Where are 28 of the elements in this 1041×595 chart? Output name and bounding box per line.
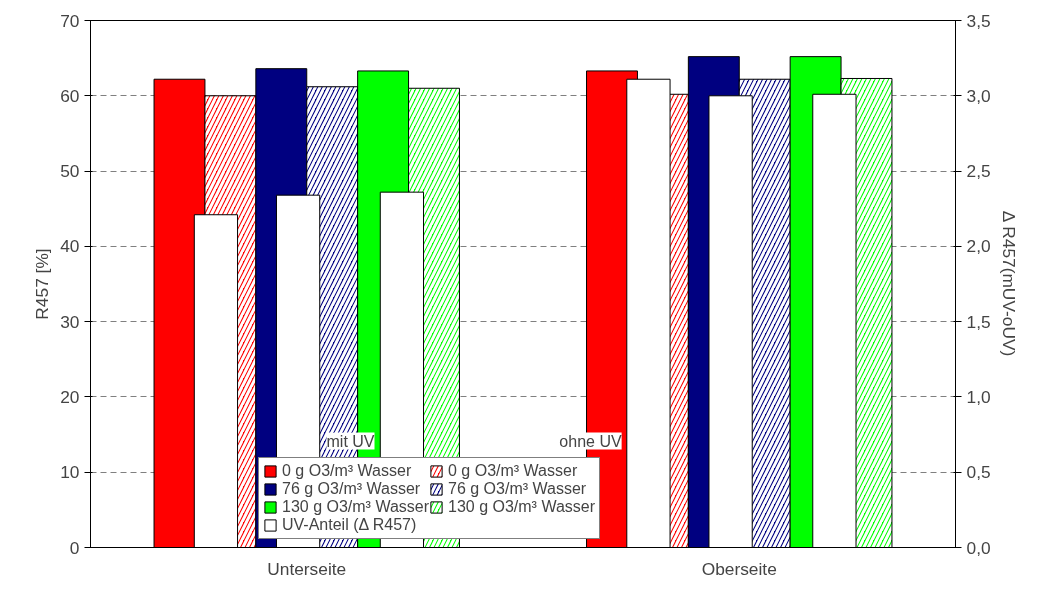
y2-tick-label: 3,0 xyxy=(966,85,991,106)
legend-label: 0 g O3/m³ Wasser xyxy=(448,462,578,480)
y-tick-label: 20 xyxy=(60,386,80,407)
y2-tick-label: 1,5 xyxy=(966,311,991,332)
legend-label: 130 g O3/m³ Wasser xyxy=(282,498,430,516)
legend-label: 76 g O3/m³ Wasser xyxy=(282,480,421,498)
y-tick-label: 70 xyxy=(60,10,80,31)
y2-tick-label: 2,0 xyxy=(966,236,991,257)
y2-tick-label: 0,0 xyxy=(966,537,991,558)
x-tick-label: Oberseite xyxy=(701,558,777,579)
y2-tick-label: 3,5 xyxy=(966,10,991,31)
legend-label: 0 g O3/m³ Wasser xyxy=(282,462,412,480)
y-tick-label: 50 xyxy=(60,161,80,182)
y2-tick-label: 1,0 xyxy=(966,386,991,407)
legend-label: 76 g O3/m³ Wasser xyxy=(448,480,587,498)
x-tick-label: Unterseite xyxy=(267,558,347,579)
y2-tick-label: 2,5 xyxy=(966,161,991,182)
y-tick-label: 10 xyxy=(60,462,80,483)
y-tick-label: 30 xyxy=(60,311,80,332)
annotation: ohne UV xyxy=(559,432,622,450)
y-tick-label: 60 xyxy=(60,85,80,106)
y-tick-label: 0 xyxy=(69,537,80,558)
legend-label: UV-Anteil (Δ R457) xyxy=(282,516,417,534)
y-tick-label: 40 xyxy=(60,236,80,257)
y-axis-title: R457 [%] xyxy=(32,248,53,320)
y2-axis-title: Δ R457(mUV-oUV) xyxy=(998,210,1019,357)
y2-tick-label: 0,5 xyxy=(966,462,991,483)
legend-label: 130 g O3/m³ Wasser xyxy=(448,498,596,516)
